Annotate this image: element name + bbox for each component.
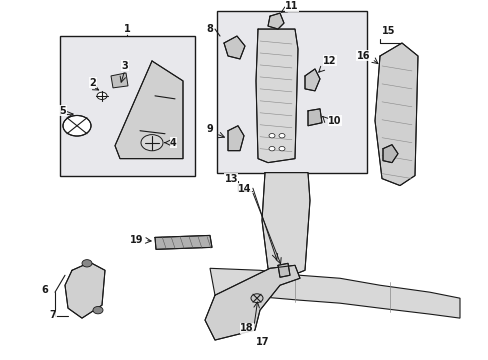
Polygon shape [115, 61, 183, 159]
Bar [217, 11, 366, 172]
Polygon shape [65, 262, 105, 318]
Bar [60, 36, 195, 176]
Text: 4: 4 [170, 138, 176, 148]
Polygon shape [227, 126, 244, 151]
Circle shape [97, 92, 107, 99]
Circle shape [279, 147, 285, 151]
Text: 14: 14 [238, 184, 251, 194]
Text: 10: 10 [327, 116, 341, 126]
Circle shape [82, 260, 92, 267]
Text: 6: 6 [41, 285, 48, 295]
Text: 12: 12 [323, 56, 336, 66]
Text: 11: 11 [285, 1, 298, 11]
Text: 16: 16 [356, 51, 369, 61]
Polygon shape [382, 145, 397, 163]
Text: 19: 19 [129, 235, 142, 246]
Text: 13: 13 [224, 174, 238, 184]
Text: 8: 8 [206, 24, 213, 34]
Polygon shape [209, 268, 459, 318]
Polygon shape [305, 69, 319, 91]
Polygon shape [262, 172, 309, 278]
Text: 1: 1 [123, 24, 130, 34]
Circle shape [268, 147, 274, 151]
Polygon shape [111, 73, 128, 88]
Circle shape [141, 135, 163, 151]
Text: 17: 17 [256, 337, 269, 347]
Polygon shape [374, 43, 417, 185]
Text: 15: 15 [382, 26, 395, 36]
Text: 3: 3 [122, 61, 128, 71]
Circle shape [268, 134, 274, 138]
Polygon shape [204, 265, 299, 340]
Text: 2: 2 [89, 78, 96, 88]
Polygon shape [155, 235, 212, 249]
Circle shape [250, 294, 263, 303]
Text: 7: 7 [49, 310, 56, 320]
Circle shape [63, 116, 91, 136]
Circle shape [279, 134, 285, 138]
Text: 18: 18 [240, 323, 253, 333]
Polygon shape [224, 36, 244, 59]
Polygon shape [307, 109, 321, 126]
Polygon shape [278, 263, 289, 277]
Polygon shape [267, 13, 284, 29]
Text: 9: 9 [206, 124, 213, 134]
Polygon shape [256, 29, 297, 163]
Circle shape [93, 306, 103, 314]
Text: 5: 5 [60, 106, 66, 116]
